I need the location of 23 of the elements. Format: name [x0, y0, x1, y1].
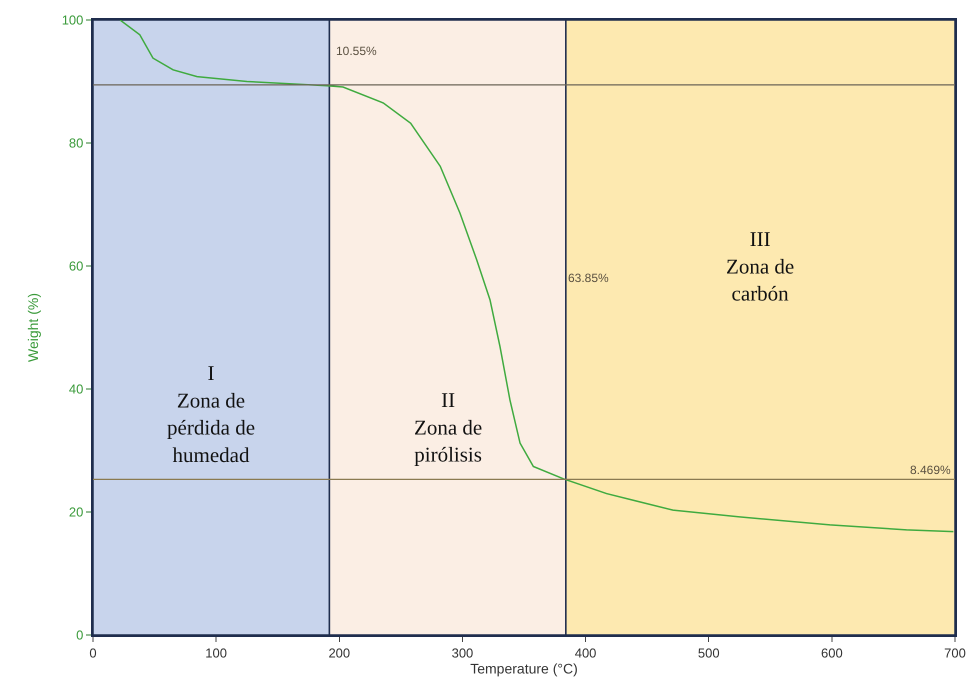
- y-axis-title: Weight (%): [24, 293, 41, 362]
- x-tick-label: 200: [328, 646, 350, 661]
- y-tick-label: 20: [68, 504, 84, 520]
- x-tick-label: 400: [574, 646, 596, 661]
- x-tick-label: 300: [452, 646, 474, 661]
- y-tick-label: 40: [68, 382, 84, 397]
- x-tick-label: 600: [821, 646, 843, 661]
- y-tick-label: 0: [76, 628, 84, 643]
- annotation: 63.85%: [568, 271, 610, 285]
- x-axis-title: Temperature (°C): [470, 660, 578, 677]
- y-tick-label: 100: [62, 12, 84, 28]
- x-tick-label: 0: [89, 646, 97, 661]
- y-tick-label: 80: [68, 136, 84, 151]
- band-label: III Zona de carbón: [726, 227, 794, 306]
- x-tick-label: 100: [205, 646, 227, 661]
- band-label: II Zona de pirólisis: [414, 388, 482, 467]
- y-tick-label: 60: [68, 258, 84, 274]
- line-series: [119, 20, 954, 532]
- annotation: 8.469%: [910, 463, 952, 477]
- x-tick-label: 500: [698, 646, 720, 661]
- annotation: 10.55%: [336, 44, 378, 58]
- band-label: I Zona de pérdida de humedad: [167, 361, 256, 467]
- x-tick-label: 700: [944, 646, 966, 661]
